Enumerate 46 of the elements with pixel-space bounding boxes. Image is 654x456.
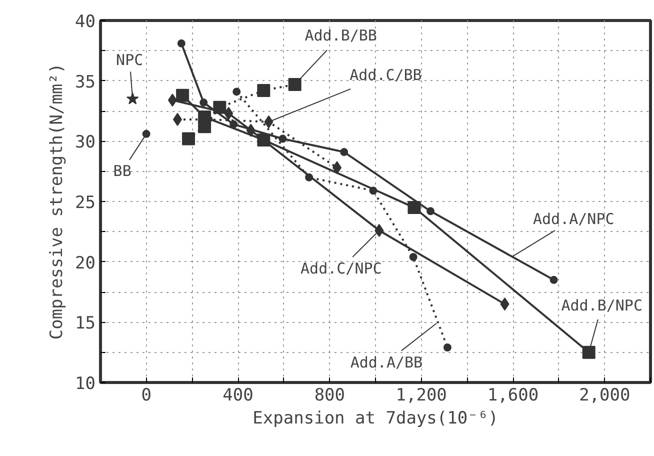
point: [409, 253, 418, 261]
point: [374, 224, 384, 237]
x-tick-label: 800: [314, 386, 346, 406]
point: [582, 346, 596, 359]
x-tick-label: 400: [222, 386, 254, 406]
point: [176, 88, 190, 102]
point: [200, 98, 208, 107]
x-tick-label: 1,200: [396, 386, 447, 406]
point: [182, 132, 195, 146]
point: [177, 39, 186, 48]
point: [340, 148, 348, 156]
point: [500, 298, 510, 311]
point: [224, 106, 234, 120]
annotation: Add.B/BB: [304, 26, 377, 44]
point: [142, 130, 150, 138]
point: [408, 201, 421, 214]
y-axis-title: Compressive strength(N/mm²): [47, 63, 68, 340]
y-tick-label: 10: [75, 374, 96, 394]
annotation: Add.A/NPC: [532, 210, 614, 228]
annotation: Add.C/NPC: [300, 259, 382, 278]
y-tick-label: 25: [75, 193, 96, 213]
point: [168, 94, 177, 107]
x-tick-label: 0: [141, 386, 152, 406]
point: [232, 88, 241, 96]
y-tick-label: 30: [75, 132, 96, 153]
point: [288, 78, 302, 91]
annotation: Add.B/NPC: [561, 296, 642, 314]
point: [264, 115, 274, 128]
y-tick-label: 20: [75, 253, 96, 274]
annotation: BB: [113, 162, 132, 180]
point: [443, 344, 452, 352]
annotation: Add.C/BB: [350, 66, 422, 84]
annotation: NPC: [116, 50, 144, 69]
annotation: Add.A/BB: [350, 353, 423, 372]
x-tick-label: 2,000: [579, 386, 630, 406]
x-axis-title: Expansion at 7days(10⁻⁶): [252, 408, 498, 428]
y-tick-label: 40: [75, 12, 96, 32]
y-tick-label: 15: [75, 314, 96, 334]
y-tick-label: 35: [75, 72, 96, 92]
point: [550, 276, 558, 284]
point: [257, 84, 270, 97]
point: [246, 124, 256, 137]
point: [126, 92, 139, 104]
point: [426, 207, 434, 216]
x-tick-label: 1,600: [487, 386, 539, 406]
point: [278, 134, 287, 143]
